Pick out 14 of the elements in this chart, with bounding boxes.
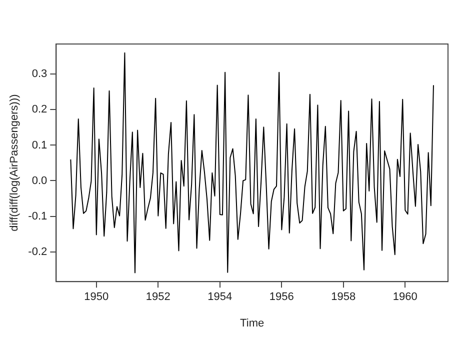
x-tick-label: 1952 bbox=[146, 291, 170, 304]
x-axis-title: Time bbox=[240, 317, 264, 330]
y-tick-label: 0.0 bbox=[32, 174, 48, 187]
x-tick-label: 1958 bbox=[331, 291, 356, 304]
x-tick-label: 1960 bbox=[392, 291, 418, 304]
y-tick-label: -0.2 bbox=[28, 246, 48, 258]
x-tick-label: 1950 bbox=[84, 291, 109, 304]
y-tick-label: -0.1 bbox=[28, 210, 48, 222]
x-tick-label: 1956 bbox=[269, 291, 294, 304]
x-tick-label: 1954 bbox=[208, 291, 232, 304]
y-axis-title: diff(diff(log(AirPassengers))) bbox=[8, 94, 21, 232]
y-tick-label: 0.2 bbox=[32, 104, 48, 116]
y-tick-label: 0.3 bbox=[32, 68, 48, 80]
y-tick-label: 0.1 bbox=[32, 139, 48, 152]
